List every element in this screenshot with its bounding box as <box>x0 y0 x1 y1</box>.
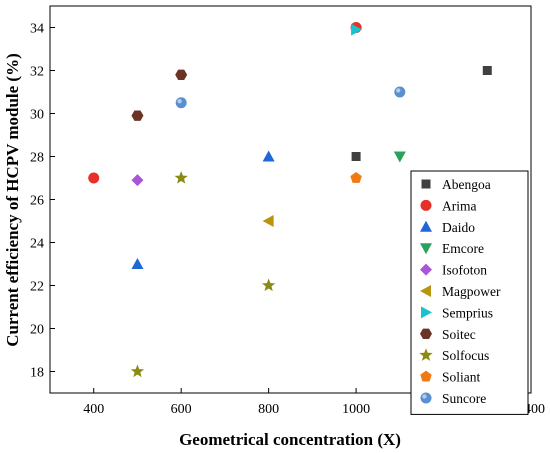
legend-label-magpower: Magpower <box>442 284 501 299</box>
legend-marker-soliant <box>420 370 432 382</box>
point-abengoa <box>482 66 492 75</box>
legend-label-semprius: Semprius <box>442 305 493 320</box>
point-soitec <box>131 110 144 121</box>
point-magpower <box>262 215 274 227</box>
y-tick-label: 32 <box>30 65 44 80</box>
legend-label-solfocus: Solfocus <box>442 348 489 363</box>
legend-label-emcore: Emcore <box>442 241 484 256</box>
legend-label-soitec: Soitec <box>442 327 476 342</box>
legend-marker-magpower <box>420 285 431 297</box>
point-soitec <box>175 69 188 80</box>
legend-label-suncore: Suncore <box>442 391 486 406</box>
point-abengoa <box>351 152 361 161</box>
y-tick-label: 18 <box>30 366 44 381</box>
data-points <box>88 22 492 378</box>
point-suncore <box>175 97 187 109</box>
point-solfocus <box>130 364 145 378</box>
point-daido <box>131 258 144 269</box>
legend-marker-emcore <box>420 243 432 255</box>
y-axis-title: Current efficiency of HCPV module (%) <box>3 53 22 347</box>
legend-marker-abengoa <box>421 179 431 189</box>
y-tick-label: 30 <box>30 108 44 123</box>
legend: Abengoa Arima Daido Emcore Isofoton Magpower S… <box>410 170 529 415</box>
legend-marker-semprius <box>421 306 432 319</box>
point-daido <box>262 150 275 162</box>
x-tick-label: 800 <box>258 402 279 417</box>
legend-marker-suncore <box>420 392 432 404</box>
legend-label-arima: Arima <box>442 198 477 213</box>
y-tick-label: 28 <box>30 151 44 166</box>
y-tick-label: 24 <box>30 237 44 252</box>
x-tick-label: 400 <box>83 402 104 417</box>
legend-label-soliant: Soliant <box>442 370 481 385</box>
x-tick-label: 600 <box>171 402 192 417</box>
legend-marker-isofoton <box>420 263 432 276</box>
legend-label-isofoton: Isofoton <box>442 263 487 278</box>
point-isofoton <box>131 174 144 187</box>
y-tick-label: 26 <box>30 194 44 209</box>
point-solfocus <box>174 171 188 184</box>
legend-marker-arima <box>420 199 432 211</box>
y-tick-label: 20 <box>30 323 44 338</box>
point-solfocus <box>261 278 276 292</box>
y-tick-label: 34 <box>30 22 44 37</box>
legend-marker-daido <box>420 220 432 232</box>
x-axis-title: Geometrical concentration (X) <box>179 430 401 449</box>
y-tick-label: 22 <box>30 280 44 295</box>
legend-label-daido: Daido <box>442 220 475 235</box>
point-arima <box>88 172 100 184</box>
legend-label-abengoa: Abengoa <box>442 177 491 192</box>
x-tick-label: 1000 <box>342 402 370 417</box>
point-semprius <box>351 23 363 36</box>
legend-marker-soitec <box>420 328 432 339</box>
point-emcore <box>393 151 406 163</box>
legend-marker-solfocus <box>419 348 433 361</box>
point-suncore <box>394 86 406 98</box>
point-soliant <box>350 172 362 183</box>
